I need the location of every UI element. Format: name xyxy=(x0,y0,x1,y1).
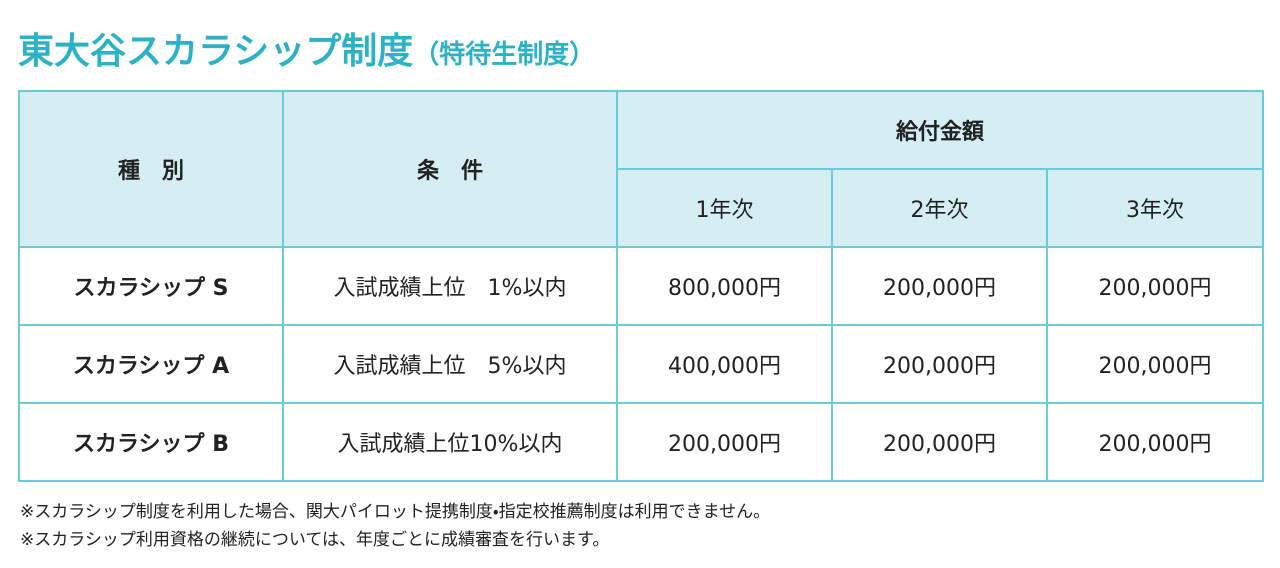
header-cell: 条 件 xyxy=(282,90,618,248)
table-cell: 200,000円 xyxy=(831,246,1048,326)
table-cell: 200,000円 xyxy=(1046,246,1264,326)
scholarship-table: 種 別 条 件 給付金額 1年次 2年次 3年次 スカラシップ S 入試成績上位 1%… xyxy=(18,90,1264,482)
table-cell: 200,000円 xyxy=(831,402,1048,482)
note: ※スカラシップ制度を利用した場合、関大パイロット提携制度・指定校推薦制度は利用で… xyxy=(20,502,771,522)
header-cell: 種 別 xyxy=(18,90,284,248)
subtitle: （特待生制度） xyxy=(413,40,596,70)
table-cell: 800,000円 xyxy=(616,246,833,326)
header-cell: 2年次 xyxy=(831,168,1048,248)
note: ※スカラシップ利用資格の継続については、年度ごとに成績審査を行います。 xyxy=(20,530,610,550)
table-row: スカラシップ A 入試成績上位 5%以内 400,000円 200,000円 200,0… xyxy=(18,324,1264,404)
header-cell: 1年次 xyxy=(616,168,833,248)
notes: ※スカラシップ制度を利用した場合、関大パイロット提携制度・指定校推薦制度は利用で… xyxy=(20,498,770,554)
header-row: 1年次 2年次 3年次 xyxy=(19,168,1264,248)
table-cell: 200,000円 xyxy=(1046,324,1264,404)
title-block: 東大谷スカラシップ制度（特待生制度） xyxy=(18,22,595,74)
title: 東大谷スカラシップ制度 xyxy=(18,31,414,72)
header-row: 種 別 条 件 給付金額 xyxy=(18,90,1264,248)
table-cell: 400,000円 xyxy=(616,324,833,404)
header-cell: 給付金額 xyxy=(616,90,1264,170)
table-cell: 入試成績上位10%以内 xyxy=(282,402,618,482)
table-cell: スカラシップ S xyxy=(18,246,284,326)
table-cell: スカラシップ A xyxy=(18,324,284,404)
table-cell: 入試成績上位 1%以内 xyxy=(282,246,618,326)
table-cell: 入試成績上位 5%以内 xyxy=(282,324,618,404)
header-cell: 3年次 xyxy=(1046,168,1264,248)
table-row: スカラシップ S 入試成績上位 1%以内 800,000円 200,000円 200,0… xyxy=(18,246,1264,326)
table-cell: 200,000円 xyxy=(831,324,1048,404)
table-cell: 200,000円 xyxy=(1046,402,1264,482)
table-row: スカラシップ B 入試成績上位10%以内 200,000円 200,000円 200,0… xyxy=(18,402,1264,482)
table-cell: 200,000円 xyxy=(616,402,833,482)
table-cell: スカラシップ B xyxy=(18,402,284,482)
